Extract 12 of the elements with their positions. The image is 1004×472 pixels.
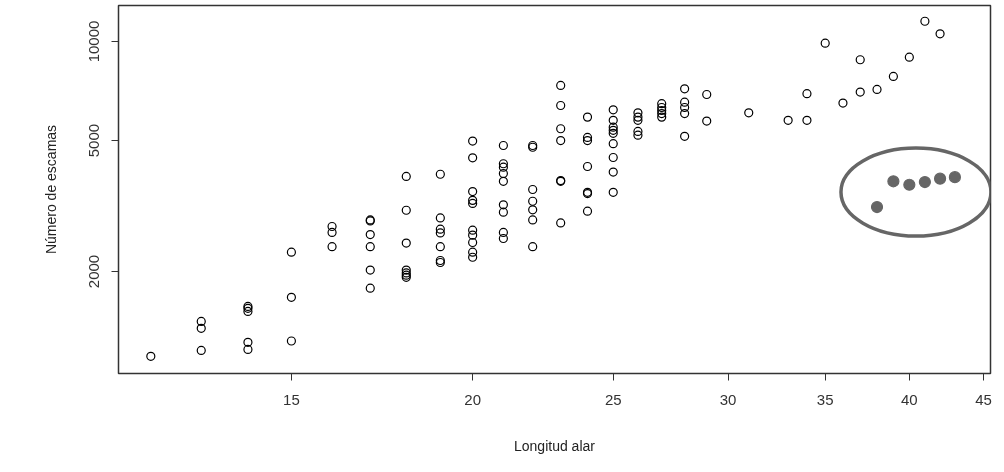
x-tick-label: 25 xyxy=(604,390,622,408)
y-axis-title: Número de escamas xyxy=(42,124,59,255)
x-tick-label: 15 xyxy=(283,390,300,408)
x-tick-label: 40 xyxy=(900,390,918,408)
x-tick-label: 35 xyxy=(816,390,834,408)
y-tick-label: 5000 xyxy=(85,123,103,158)
y-tick-label: 2000 xyxy=(85,254,103,289)
x-axis-title: Longitud alar xyxy=(514,437,596,454)
x-tick-label: 20 xyxy=(464,390,481,408)
x-tick-label: 30 xyxy=(719,390,737,408)
x-tick-label: 45 xyxy=(975,390,992,408)
y-tick-label: 10000 xyxy=(85,20,103,63)
